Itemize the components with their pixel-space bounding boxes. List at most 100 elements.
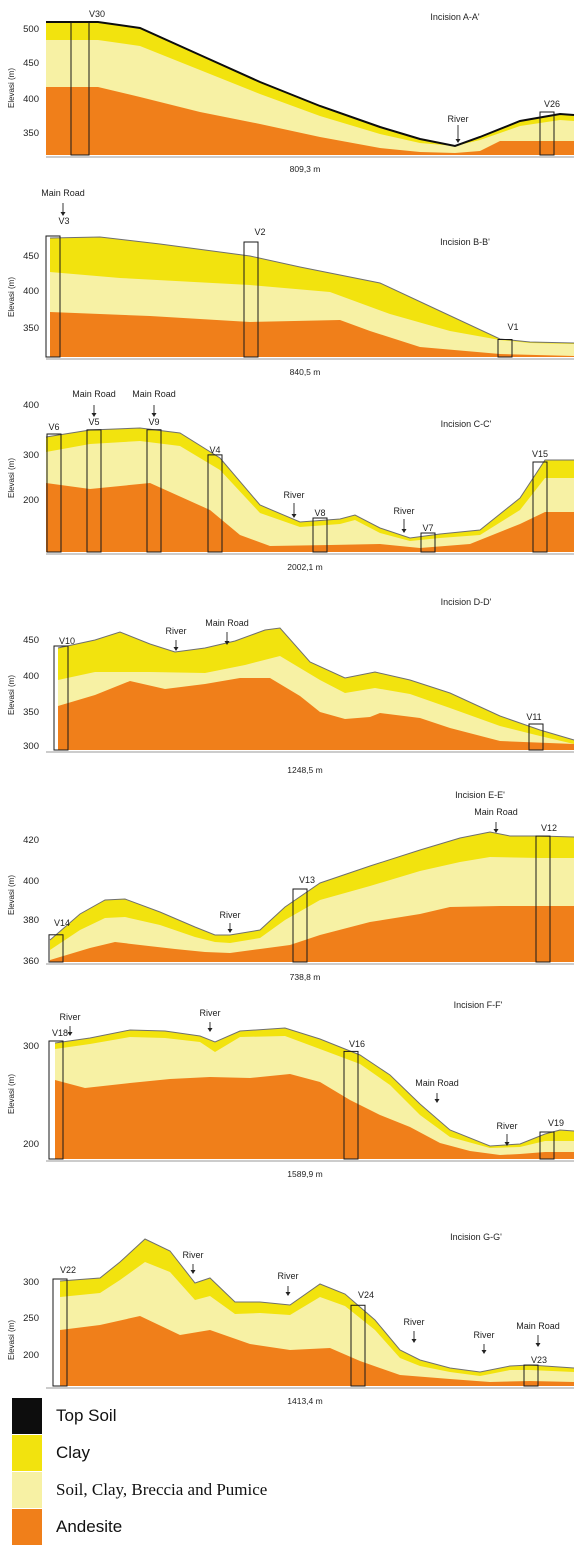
y-tick-label: 300 bbox=[23, 1277, 39, 1288]
y-axis-title: Elevasi (m) bbox=[7, 458, 16, 498]
legend-item-clay: Clay bbox=[12, 1435, 90, 1471]
annotation-label: River bbox=[165, 626, 186, 636]
borehole-label: V23 bbox=[531, 1355, 547, 1365]
borehole-V4 bbox=[207, 454, 223, 553]
arrow-down-icon bbox=[411, 1339, 417, 1343]
annotation-label: River bbox=[59, 1012, 80, 1022]
annotation-label: River bbox=[447, 114, 468, 124]
arrow-down-icon bbox=[535, 1343, 541, 1347]
borehole-V18 bbox=[48, 1040, 64, 1160]
borehole-label: V7 bbox=[422, 523, 433, 533]
y-tick-label: 420 bbox=[23, 835, 39, 846]
cross-section-B: 450 400 350 Elevasi (m) 840,5 m Incision B-B'… bbox=[7, 188, 575, 377]
borehole-label: V3 bbox=[58, 216, 69, 226]
legend-swatch-mix bbox=[12, 1472, 42, 1508]
borehole-V15 bbox=[532, 461, 548, 553]
legend-swatch-andesite bbox=[12, 1509, 42, 1545]
y-tick-label: 300 bbox=[23, 741, 39, 752]
y-tick-label: 200 bbox=[23, 1139, 39, 1150]
annotation-label: Main Road bbox=[516, 1321, 560, 1331]
borehole-label: V10 bbox=[59, 636, 75, 646]
annotation-label: Main Road bbox=[474, 807, 518, 817]
y-axis-title: Elevasi (m) bbox=[7, 1074, 16, 1114]
y-tick-label: 350 bbox=[23, 128, 39, 139]
y-tick-label: 200 bbox=[23, 1350, 39, 1361]
borehole-label: V2 bbox=[254, 227, 265, 237]
annotation-label: River bbox=[199, 1008, 220, 1018]
arrow-down-icon bbox=[504, 1142, 510, 1146]
annotation-label: Main Road bbox=[132, 389, 176, 399]
borehole-V19 bbox=[539, 1131, 555, 1160]
arrow-down-icon bbox=[173, 647, 179, 651]
topsoil-surface-line bbox=[45, 427, 574, 539]
y-tick-label: 400 bbox=[23, 286, 39, 297]
annotation-label: River bbox=[496, 1121, 517, 1131]
topsoil-surface-line bbox=[59, 1238, 575, 1373]
section-title: Incision A-A' bbox=[430, 12, 480, 22]
borehole-label: V12 bbox=[541, 823, 557, 833]
borehole-label: V6 bbox=[48, 422, 59, 432]
borehole-label: V22 bbox=[60, 1265, 76, 1275]
arrow-down-icon bbox=[151, 413, 157, 417]
andesite-layer bbox=[60, 1316, 574, 1386]
borehole-label: V24 bbox=[358, 1290, 374, 1300]
topsoil-surface-line bbox=[57, 627, 575, 741]
borehole-label: V18 bbox=[52, 1028, 68, 1038]
borehole-V7 bbox=[420, 532, 436, 553]
borehole-V26 bbox=[539, 111, 555, 156]
y-tick-label: 450 bbox=[23, 251, 39, 262]
annotation-label: River bbox=[283, 490, 304, 500]
y-tick-label: 300 bbox=[23, 450, 39, 461]
section-length-label: 2002,1 m bbox=[287, 562, 322, 572]
y-tick-label: 450 bbox=[23, 58, 39, 69]
y-tick-label: 400 bbox=[23, 671, 39, 682]
borehole-V13 bbox=[292, 888, 308, 963]
y-tick-label: 200 bbox=[23, 495, 39, 506]
topsoil-surface-line bbox=[49, 236, 575, 344]
borehole-V1 bbox=[497, 339, 513, 358]
borehole-V5 bbox=[86, 429, 102, 553]
section-title: Incision D-D' bbox=[441, 597, 492, 607]
arrow-down-icon bbox=[91, 413, 97, 417]
borehole-V30 bbox=[70, 21, 90, 156]
borehole-label: V8 bbox=[314, 508, 325, 518]
topsoil-surface-line bbox=[46, 21, 575, 148]
arrow-down-icon bbox=[481, 1350, 487, 1354]
y-tick-label: 400 bbox=[23, 876, 39, 887]
borehole-label: V15 bbox=[532, 449, 548, 459]
andesite-layer bbox=[55, 1074, 574, 1159]
borehole-V10 bbox=[53, 645, 69, 751]
borehole-V24 bbox=[350, 1304, 366, 1387]
legend-label-topsoil: Top Soil bbox=[56, 1406, 117, 1425]
topsoil-surface-line bbox=[49, 831, 575, 941]
arrow-down-icon bbox=[493, 829, 499, 833]
y-tick-label: 500 bbox=[23, 24, 39, 35]
annotation-label: Main Road bbox=[415, 1078, 459, 1088]
borehole-label: V9 bbox=[148, 417, 159, 427]
arrow-down-icon bbox=[401, 529, 407, 533]
arrow-down-icon bbox=[285, 1292, 291, 1296]
arrow-down-icon bbox=[227, 929, 233, 933]
annotation-label: Main Road bbox=[41, 188, 85, 198]
section-title: Incision E-E' bbox=[455, 790, 505, 800]
legend-item-topsoil: Top Soil bbox=[12, 1398, 116, 1434]
borehole-V23 bbox=[523, 1364, 539, 1387]
borehole-V16 bbox=[343, 1050, 359, 1160]
arrow-down-icon bbox=[207, 1028, 213, 1032]
y-axis-title: Elevasi (m) bbox=[7, 875, 16, 915]
borehole-V11 bbox=[528, 723, 544, 751]
andesite-layer bbox=[46, 87, 574, 155]
borehole-V22 bbox=[52, 1278, 68, 1387]
andesite-layer bbox=[50, 906, 574, 962]
borehole-label: V14 bbox=[54, 918, 70, 928]
section-title: Incision F-F' bbox=[454, 1000, 503, 1010]
legend-item-mix: Soil, Clay, Breccia and Pumice bbox=[12, 1472, 267, 1508]
y-tick-label: 350 bbox=[23, 323, 39, 334]
borehole-V8 bbox=[312, 517, 328, 553]
borehole-label: V13 bbox=[299, 875, 315, 885]
borehole-label: V19 bbox=[548, 1118, 564, 1128]
annotation-label: River bbox=[219, 910, 240, 920]
y-tick-label: 300 bbox=[23, 1041, 39, 1052]
arrow-down-icon bbox=[190, 1270, 196, 1274]
